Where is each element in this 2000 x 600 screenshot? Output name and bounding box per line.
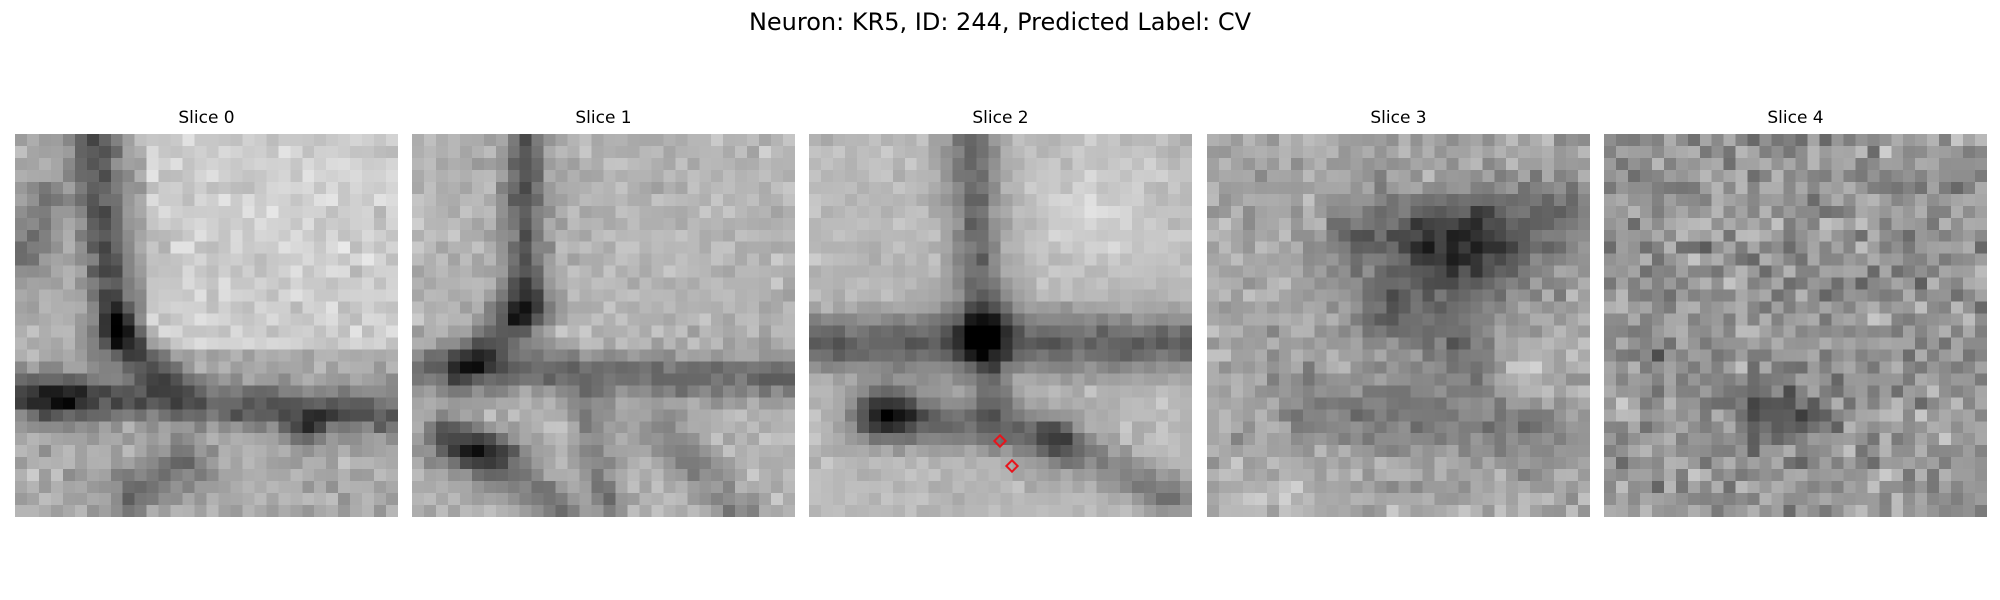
slice-title-4: Slice 4 bbox=[1767, 108, 1824, 128]
slice-image-2 bbox=[809, 134, 1192, 517]
slice-title-1: Slice 1 bbox=[575, 108, 632, 128]
slice-panel-3: Slice 3 bbox=[1207, 108, 1590, 517]
slice-title-0: Slice 0 bbox=[178, 108, 235, 128]
slice-title-2: Slice 2 bbox=[972, 108, 1029, 128]
slice-title-3: Slice 3 bbox=[1370, 108, 1427, 128]
slice-image-0 bbox=[15, 134, 398, 517]
slice-image-1 bbox=[412, 134, 795, 517]
slice-image-3 bbox=[1207, 134, 1590, 517]
slice-panel-4: Slice 4 bbox=[1604, 108, 1987, 517]
slice-panel-2: Slice 2 bbox=[809, 108, 1192, 517]
figure-title: Neuron: KR5, ID: 244, Predicted Label: C… bbox=[748, 8, 1252, 36]
slice-panel-0: Slice 0 bbox=[15, 108, 398, 517]
slice-panel-1: Slice 1 bbox=[412, 108, 795, 517]
slice-image-4 bbox=[1604, 134, 1987, 517]
